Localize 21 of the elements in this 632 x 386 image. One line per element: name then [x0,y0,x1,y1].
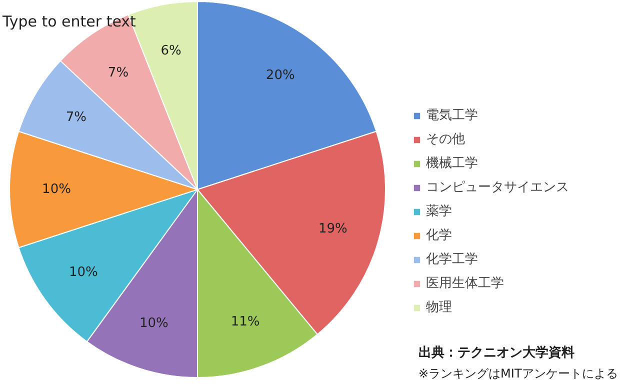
data-label: 10% [139,316,168,332]
legend-label: 薬学 [426,203,452,220]
legend-label: 電気工学 [426,107,478,124]
text: ※ランキングはMITアンケートによる [418,366,618,380]
data-label: 10% [42,182,71,197]
legend-label: 機械工学 [426,155,478,172]
data-label: 7% [66,110,86,126]
data-label: 19% [318,221,348,236]
legend-label: その他 [426,131,465,148]
data-label: 10% [68,264,98,280]
legend-label: コンピュータサイエンス [426,179,569,196]
data-label: 6% [160,43,182,58]
data-label: 20% [266,68,295,83]
legend-label: 物理 [426,299,452,316]
legend-label: 医用生体工学 [426,275,504,292]
text: Type to enter text [2,12,136,30]
source-note: 出典：テクニオン大学資料 [418,346,574,360]
data-label: 11% [230,314,260,330]
legend-label: 化学工学 [426,251,478,268]
legend-label: 化学 [426,227,452,244]
data-label: 7% [108,65,129,80]
